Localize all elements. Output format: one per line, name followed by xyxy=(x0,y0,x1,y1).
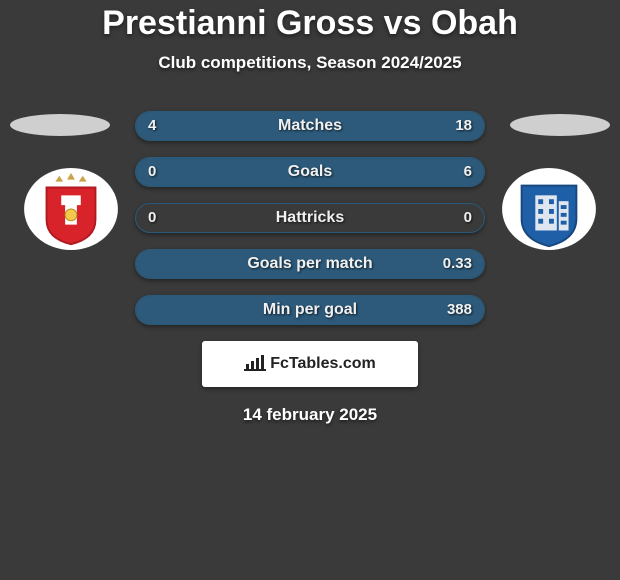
stat-value-right: 0 xyxy=(464,204,472,232)
stat-row: 0 Goals 6 xyxy=(135,157,485,187)
page-subtitle: Club competitions, Season 2024/2025 xyxy=(0,53,620,73)
stat-label: Hattricks xyxy=(136,204,484,232)
header: Prestianni Gross vs Obah Club competitio… xyxy=(0,0,620,73)
stat-label: Goals xyxy=(136,158,484,186)
stat-row: Goals per match 0.33 xyxy=(135,249,485,279)
club-badge-left xyxy=(22,166,120,252)
stat-value-right: 18 xyxy=(455,112,472,140)
stat-label: Min per goal xyxy=(136,296,484,324)
date-label: 14 february 2025 xyxy=(0,405,620,425)
stat-label: Matches xyxy=(136,112,484,140)
page-title: Prestianni Gross vs Obah xyxy=(0,4,620,43)
club-badge-right xyxy=(500,166,598,252)
credit-text: FcTables.com xyxy=(244,353,376,376)
stat-value-right: 388 xyxy=(447,296,472,324)
stat-value-right: 6 xyxy=(464,158,472,186)
chart-icon xyxy=(244,353,266,376)
content-area: 4 Matches 18 0 Goals 6 0 Hattricks 0 Goa… xyxy=(0,111,620,425)
stat-value-right: 0.33 xyxy=(443,250,472,278)
stat-label: Goals per match xyxy=(136,250,484,278)
credit-box: FcTables.com xyxy=(202,341,418,387)
stat-row: 4 Matches 18 xyxy=(135,111,485,141)
credit-label: FcTables.com xyxy=(270,355,376,373)
stat-row: 0 Hattricks 0 xyxy=(135,203,485,233)
stats-list: 4 Matches 18 0 Goals 6 0 Hattricks 0 Goa… xyxy=(135,111,485,325)
player-slot-right xyxy=(510,114,610,136)
stat-row: Min per goal 388 xyxy=(135,295,485,325)
player-slot-left xyxy=(10,114,110,136)
